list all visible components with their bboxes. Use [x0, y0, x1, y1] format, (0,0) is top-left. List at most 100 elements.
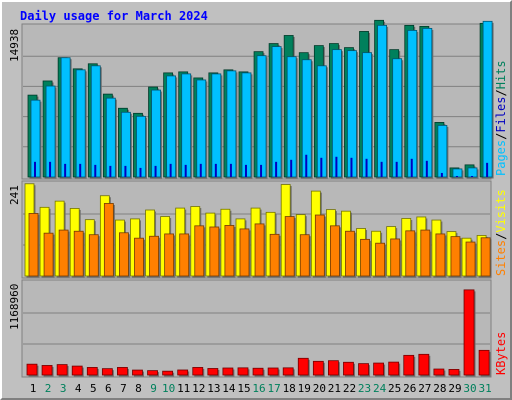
kbytes-bar-13 — [207, 368, 219, 376]
pages-bar-21 — [335, 156, 338, 177]
sites-bar-31 — [480, 237, 491, 277]
pages-bar-6 — [109, 165, 112, 177]
kbytes-bar-2 — [41, 365, 53, 376]
files-bar-10 — [166, 75, 177, 178]
kbytes-bar-6 — [101, 368, 113, 376]
kbytes-bar-30 — [463, 289, 475, 376]
files-bar-16 — [256, 55, 267, 178]
sites-bar-10 — [164, 233, 175, 277]
kbytes-bar-14 — [222, 367, 234, 376]
pages-bar-15 — [244, 164, 247, 177]
x-tick-label-31: 31 — [478, 382, 491, 395]
sites-bar-21 — [329, 225, 340, 277]
files-bar-12 — [196, 79, 207, 178]
legend-files: Files — [494, 97, 508, 133]
kbytes-bar-4 — [71, 365, 83, 376]
files-bar-27 — [422, 28, 433, 178]
files-bar-15 — [241, 72, 252, 178]
kbytes-bar-27 — [418, 353, 430, 376]
x-tick-label-6: 6 — [105, 382, 112, 395]
x-tick-label-3: 3 — [60, 382, 67, 395]
pages-bar-18 — [290, 159, 293, 177]
kbytes-bar-24 — [373, 362, 385, 376]
x-tick-label-19: 19 — [298, 382, 311, 395]
sites-bar-15 — [239, 228, 250, 277]
files-bar-9 — [151, 89, 161, 178]
files-bar-30 — [467, 167, 478, 178]
sites-bar-26 — [405, 230, 416, 277]
sites-bar-22 — [345, 230, 355, 277]
files-bar-5 — [90, 65, 101, 178]
pages-bar-27 — [425, 160, 428, 177]
y-max-label-hits: 14938 — [8, 29, 21, 62]
x-tick-label-27: 27 — [418, 382, 431, 395]
files-bar-31 — [482, 20, 493, 178]
sites-bar-17 — [269, 233, 280, 277]
x-tick-label-16: 16 — [252, 382, 265, 395]
kbytes-bar-1 — [26, 363, 38, 376]
sites-bar-4 — [73, 230, 84, 277]
files-bar-11 — [181, 73, 192, 178]
legend-kbytes: KBytes — [494, 332, 508, 375]
kbytes-bar-8 — [132, 369, 143, 376]
x-tick-label-11: 11 — [177, 382, 190, 395]
x-tick-label-23: 23 — [358, 382, 371, 395]
kbytes-bar-28 — [433, 368, 445, 376]
legend-sites: Sites — [494, 240, 508, 276]
x-tick-label-1: 1 — [30, 382, 37, 395]
legend-sep-2: / — [494, 89, 508, 96]
x-tick-label-20: 20 — [313, 382, 326, 395]
pages-bar-3 — [64, 163, 67, 177]
legend-hits: Hits — [494, 60, 508, 89]
kbytes-bar-19 — [297, 357, 309, 376]
sites-bar-29 — [450, 236, 461, 277]
kbytes-bar-15 — [237, 367, 249, 376]
sites-bar-23 — [360, 238, 370, 277]
files-bar-6 — [105, 97, 116, 178]
kbytes-bar-21 — [327, 360, 339, 376]
pages-bar-25 — [395, 161, 398, 177]
sites-bar-19 — [299, 234, 310, 277]
sites-bar-25 — [390, 238, 401, 277]
files-bar-17 — [271, 46, 282, 178]
kbytes-bar-29 — [448, 369, 460, 376]
kbytes-bar-3 — [56, 364, 68, 376]
sites-bar-7 — [119, 232, 129, 277]
sites-bar-18 — [284, 216, 295, 277]
x-tick-label-5: 5 — [90, 382, 97, 395]
x-tick-label-30: 30 — [463, 382, 476, 395]
x-tick-label-21: 21 — [328, 382, 341, 395]
kbytes-bar-10 — [162, 370, 174, 376]
files-bar-13 — [211, 73, 222, 178]
sites-bar-8 — [134, 237, 144, 277]
y-max-label-kbytes: 1168960 — [8, 284, 21, 330]
sites-bar-5 — [88, 234, 99, 277]
x-tick-label-28: 28 — [433, 382, 446, 395]
x-tick-label-15: 15 — [237, 382, 250, 395]
pages-bar-5 — [94, 164, 97, 177]
x-tick-label-7: 7 — [120, 382, 127, 395]
legend-sep-1: / — [494, 133, 508, 140]
pages-bar-7 — [124, 165, 127, 177]
files-bar-4 — [75, 69, 86, 178]
pages-bar-4 — [79, 163, 82, 177]
x-tick-label-14: 14 — [222, 382, 236, 395]
pages-bar-11 — [184, 164, 187, 177]
sites-bar-9 — [149, 235, 159, 277]
chart-title: Daily usage for March 2024 — [20, 9, 208, 23]
sites-bar-27 — [420, 229, 431, 277]
kbytes-bar-9 — [147, 370, 158, 376]
files-bar-23 — [362, 52, 372, 178]
legend-sep-3: / — [494, 233, 508, 240]
sites-bar-12 — [194, 225, 205, 277]
sites-bar-28 — [435, 233, 446, 277]
pages-bar-2 — [49, 161, 52, 177]
legend-visits: Visits — [494, 189, 508, 232]
x-tick-label-17: 17 — [267, 382, 280, 395]
files-bar-25 — [392, 58, 403, 178]
pages-bar-14 — [229, 163, 232, 177]
sites-bar-2 — [43, 232, 54, 277]
x-tick-label-2: 2 — [45, 382, 52, 395]
files-bar-26 — [407, 30, 418, 178]
legend-pages: Pages — [494, 140, 508, 176]
